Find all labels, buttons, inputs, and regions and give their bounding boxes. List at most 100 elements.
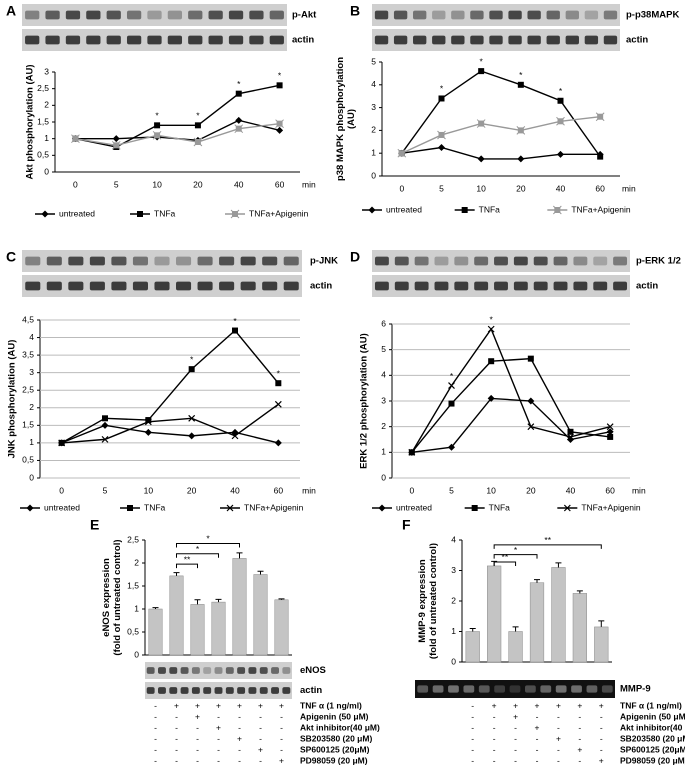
marker [517,81,524,88]
blot-band [540,685,552,693]
legend-label: TNFa [489,502,511,512]
treatment-mark: - [154,755,157,765]
blot-band [68,281,84,291]
marker-shape [137,211,143,217]
error-bar [512,626,519,632]
x-tick-label: 0 [73,179,78,189]
marker-shape [527,397,535,405]
treatment-mark: - [217,755,220,765]
treatment-mark: - [217,733,220,743]
blot-band [147,10,162,20]
treatment-mark: - [493,711,496,721]
blot-band [593,256,608,266]
treatment-mark: - [154,722,157,732]
series-line [411,397,611,454]
marker [461,207,468,213]
treatment-mark: - [175,722,178,732]
marker-shape [194,122,201,129]
blot-band [508,35,522,45]
marker [235,90,242,97]
blot-band [432,35,446,45]
bar [529,582,545,663]
y-tick-label: 3 [371,102,376,112]
y-tick-label: 4 [381,370,386,380]
treatment-mark: - [259,722,262,732]
legend-label: TNFa+Apigenin [244,502,304,512]
blot-band [269,10,284,20]
marker [235,116,243,124]
marker [607,433,614,440]
legend-label: TNFa+Apigenin [249,208,309,218]
legend-label: untreated [59,208,95,218]
marker [274,400,282,408]
marker [58,439,66,447]
blot-band [470,35,484,45]
error-bar [257,570,264,575]
blot-band [259,667,268,674]
marker [606,428,614,436]
series-line [75,84,280,148]
blot-band [169,667,178,674]
y-axis-label: ERK 1/2 phosphorylation (AU) [359,333,370,469]
legend-label: TNFa [154,208,176,218]
marker [477,155,485,163]
blot-band [494,256,508,266]
blot-band [282,667,291,674]
marker [408,448,416,456]
treatment-mark: - [196,733,199,743]
marker-shape [471,505,478,511]
marker [188,414,196,422]
marker [144,428,152,436]
x-tick-label: 10 [486,485,496,495]
blot-band [191,687,200,694]
marker-shape [230,209,240,219]
blot-band [470,10,484,20]
marker-shape [232,327,238,334]
marker [557,150,564,158]
series-line [61,329,279,444]
treatment-mark: + [237,733,242,743]
error-bar [236,552,243,559]
marker-shape [477,155,485,163]
y-tick-label: 2 [29,402,34,412]
blot-band [508,10,522,20]
treatment-label: SB203580 (20 μM) [620,733,685,743]
blot-band [262,256,278,266]
blot-band [555,685,567,693]
blot-band [271,687,279,694]
y-tick-label: 1,5 [127,580,139,590]
significance-bracket [176,553,219,558]
treatment-mark: + [216,700,221,710]
marker-shape [606,423,614,431]
y-tick-label: 2,5 [22,384,34,394]
y-tick-label: 1 [371,147,376,157]
x-tick-label: 40 [556,183,566,193]
treatment-mark: - [514,755,517,765]
marker [137,211,143,217]
series-line [61,403,279,444]
marker [276,126,284,134]
marker-shape [606,428,614,436]
blot-band [513,281,528,291]
significance-bracket [176,563,198,569]
marker [567,433,574,441]
marker-shape [437,130,446,140]
y-tick-label: 3 [29,367,34,377]
marker-shape [397,148,407,158]
marker [563,504,571,512]
annotation: * [559,86,563,96]
blot-band [527,35,541,45]
y-tick-label: 2 [371,125,376,135]
treatment-mark: - [154,744,157,754]
treatment-mark: - [154,700,157,710]
x-tick-label: 40 [230,485,240,495]
marker [527,397,535,405]
treatment-mark: - [493,744,496,754]
marker-shape [378,504,386,512]
blot-band [414,256,429,266]
marker [154,122,161,129]
marker [597,153,604,160]
blot-band [451,10,465,20]
marker [41,210,49,218]
marker [448,400,455,407]
